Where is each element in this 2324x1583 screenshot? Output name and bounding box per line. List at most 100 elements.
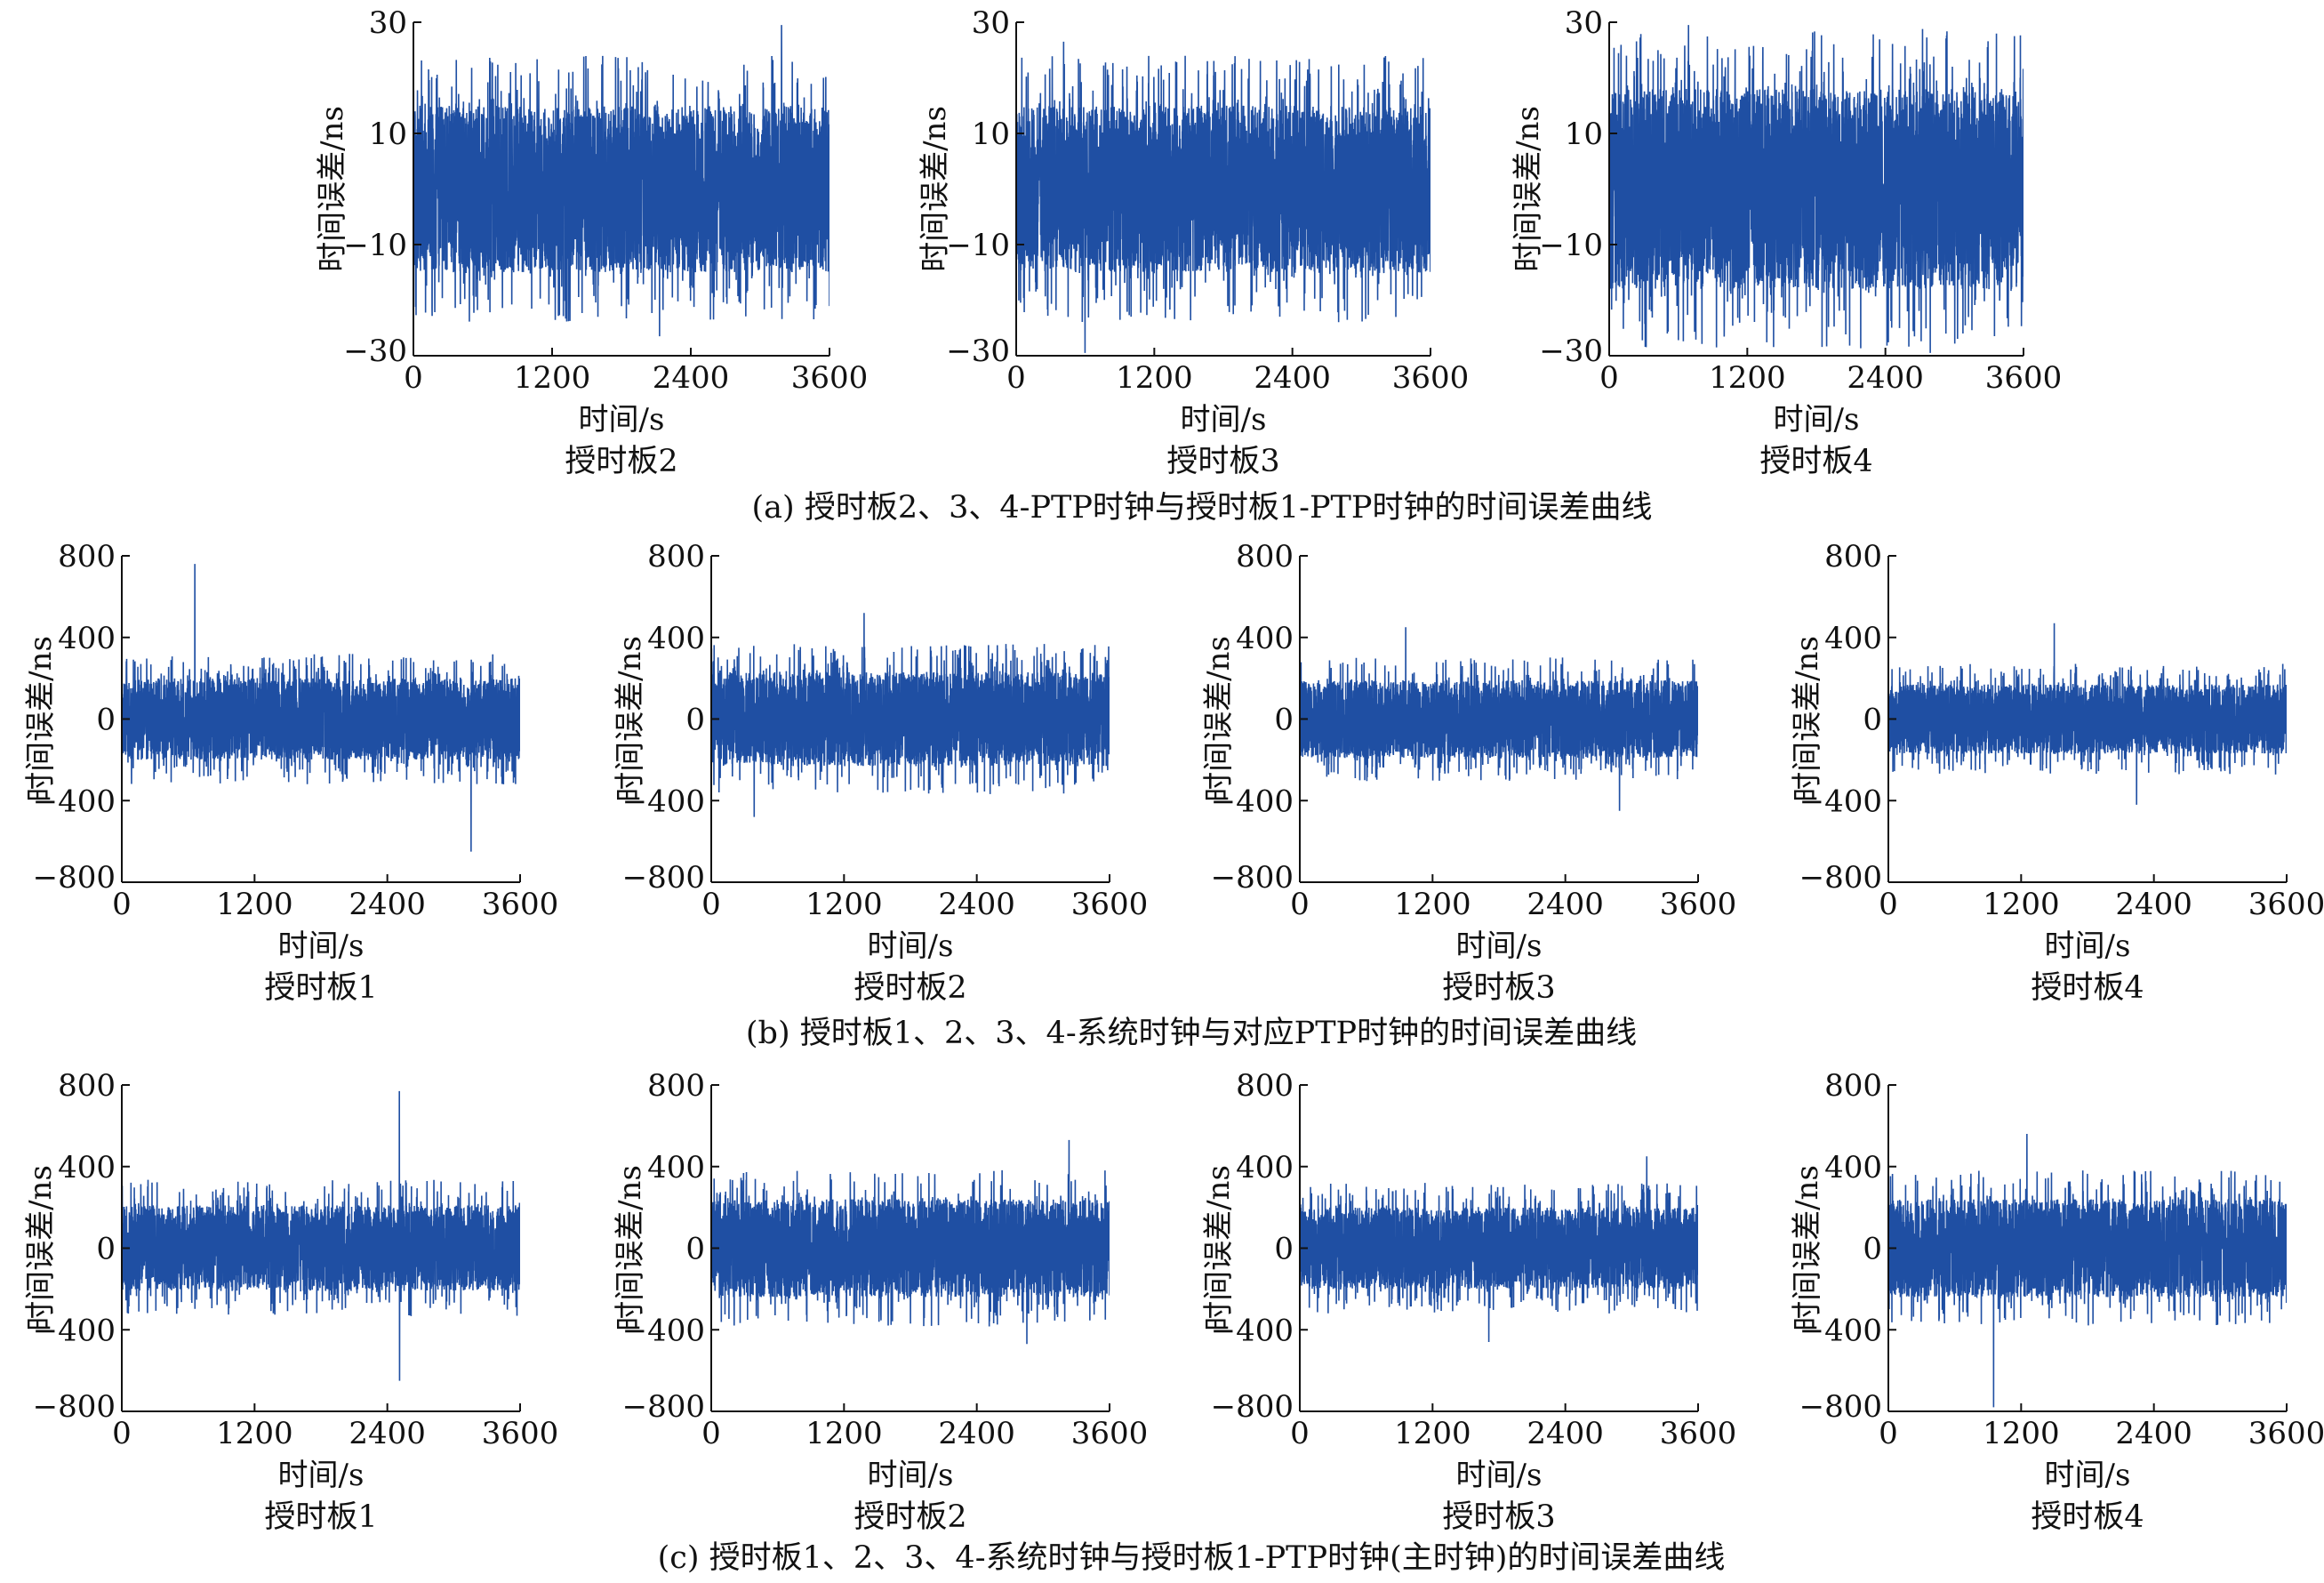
row-captions: (a) 授时板2、3、4-PTP时钟与授时板1-PTP时钟的时间误差曲线 (b)…	[658, 490, 1726, 1576]
panel-2-3-series-line	[1888, 1134, 2287, 1408]
panel-1-3-xtick-label-3: 3600	[2248, 887, 2324, 922]
row-caption-b: (b) 授时板1、2、3、4-系统时钟与对应PTP时钟的时间误差曲线	[746, 1016, 1637, 1051]
panel-0-1-ytick-label-1: −10	[946, 228, 1010, 263]
panel-0-2-ytick-label-2: 10	[1565, 117, 1603, 152]
panel-2-0-x-axis-label: 时间/s	[278, 1458, 365, 1493]
panel-1-1-title: 授时板2	[853, 970, 966, 1006]
panel-0-0-ytick-label-2: 10	[369, 117, 407, 152]
panel-1-1-xtick-label-3: 3600	[1071, 887, 1149, 922]
panel-1-2-x-axis-label: 时间/s	[1456, 928, 1543, 964]
panel-2-2-xtick-label-2: 2400	[1527, 1416, 1604, 1451]
panel-1-2-xtick-label-0: 0	[1290, 887, 1310, 922]
panel-2-2-x-axis-label: 时间/s	[1456, 1458, 1543, 1493]
panel-1-2-ytick-label-2: 0	[1274, 703, 1294, 738]
panel-1-3-ytick-label-0: −800	[1799, 860, 1882, 896]
row-caption-c: (c) 授时板1、2、3、4-系统时钟与授时板1-PTP时钟(主时钟)的时间误差…	[658, 1540, 1726, 1576]
panel-0-1-title: 授时板3	[1166, 444, 1279, 479]
panel-2-2-xtick-label-0: 0	[1290, 1416, 1310, 1451]
panel-2-0-title: 授时板1	[264, 1499, 377, 1535]
panel-0-2-y-axis-label: 时间误差/ns	[1511, 106, 1546, 272]
panel-1-0-series-line	[122, 564, 520, 852]
panel-0-0-title: 授时板2	[565, 444, 677, 479]
panel-0-2-ytick-label-1: −10	[1539, 228, 1603, 263]
panel-2-2-ytick-label-2: 0	[1274, 1232, 1294, 1267]
panel-0-1-y-axis-label: 时间误差/ns	[918, 106, 953, 272]
panel-2-0-ytick-label-2: 0	[96, 1232, 116, 1267]
panel-1-0: −800 −400 0 400 800 0 1200 2400 3600 时间/s 时间误差/ns 授…	[23, 539, 558, 1006]
panel-1-1-ytick-label-1: −400	[622, 783, 705, 819]
panel-2-2-ytick-label-4: 800	[1236, 1068, 1294, 1104]
panel-2-0-xtick-label-2: 2400	[349, 1416, 426, 1451]
panel-2-3: −800 −400 0 400 800 0 1200 2400 3600 时间/s 时间误差/ns 授…	[1790, 1068, 2324, 1535]
panel-1-2-y-axis-label: 时间误差/ns	[1201, 636, 1237, 802]
panel-0-0-xtick-label-1: 1200	[514, 360, 591, 396]
panel-1-2-xtick-label-2: 2400	[1527, 887, 1604, 922]
panel-2-2-xtick-label-3: 3600	[1660, 1416, 1737, 1451]
panel-0-2-title: 授时板4	[1759, 444, 1872, 479]
panel-2-1-ytick-label-1: −400	[622, 1313, 705, 1348]
panel-1-3-x-axis-label: 时间/s	[2045, 928, 2131, 964]
panel-2-3-ytick-label-0: −800	[1799, 1389, 1882, 1425]
panel-2-2-series-line	[1300, 1156, 1698, 1343]
panel-2-2-ytick-label-0: −800	[1211, 1389, 1294, 1425]
panel-2-2-y-axis-label: 时间误差/ns	[1201, 1165, 1237, 1331]
panel-2-1-xtick-label-0: 0	[701, 1416, 721, 1451]
panel-1-2-series-line	[1300, 627, 1698, 811]
panel-1-0-xtick-label-3: 3600	[482, 887, 559, 922]
panel-2-2-xtick-label-1: 1200	[1394, 1416, 1471, 1451]
panel-1-1-ytick-label-2: 0	[685, 703, 705, 738]
panel-2-0-xtick-label-3: 3600	[482, 1416, 559, 1451]
panel-2-3-ytick-label-4: 800	[1824, 1068, 1882, 1104]
panel-2-0-ytick-label-1: −400	[33, 1313, 116, 1348]
panel-2-2: −800 −400 0 400 800 0 1200 2400 3600 时间/s 时间误差/ns 授…	[1201, 1068, 1736, 1535]
panel-0-0: −30 −10 10 30 0 1200 2400 3600 时间/s 时间误差/ns 授时板2	[315, 5, 868, 479]
panel-0-0-ytick-label-0: −30	[343, 333, 407, 369]
panel-2-2-title: 授时板3	[1442, 1499, 1555, 1535]
panel-0-1-ytick-label-0: −30	[946, 333, 1010, 369]
panel-1-3-y-axis-label: 时间误差/ns	[1790, 636, 1825, 802]
panel-1-1-series-line	[711, 613, 1110, 817]
panel-1-3-xtick-label-0: 0	[1879, 887, 1898, 922]
panel-0-2-ytick-label-3: 30	[1565, 5, 1603, 41]
panel-1-1-ytick-label-3: 400	[647, 621, 705, 656]
panel-2-1-y-axis-label: 时间误差/ns	[613, 1165, 648, 1331]
panel-1-2-ytick-label-4: 800	[1236, 539, 1294, 575]
panel-1-3: −800 −400 0 400 800 0 1200 2400 3600 时间/s 时间误差/ns 授…	[1790, 539, 2324, 1006]
panel-1-0-ytick-label-4: 800	[58, 539, 116, 575]
row-caption-a: (a) 授时板2、3、4-PTP时钟与授时板1-PTP时钟的时间误差曲线	[752, 490, 1653, 526]
panel-2-3-ytick-label-3: 400	[1824, 1150, 1882, 1185]
panel-2-3-ytick-label-2: 0	[1863, 1232, 1882, 1267]
panel-0-2-xtick-label-3: 3600	[1985, 360, 2063, 396]
panel-1-0-ytick-label-2: 0	[96, 703, 116, 738]
panel-0-2-xtick-label-1: 1200	[1709, 360, 1786, 396]
panel-1-2-xtick-label-1: 1200	[1394, 887, 1471, 922]
panels: −30 −10 10 30 0 1200 2400 3600 时间/s 时间误差/ns 授时板2 −3…	[23, 5, 2324, 1535]
panel-2-0: −800 −400 0 400 800 0 1200 2400 3600 时间/s 时间误差/ns 授…	[23, 1068, 558, 1535]
panel-1-2-title: 授时板3	[1442, 970, 1555, 1006]
panel-2-1-ytick-label-2: 0	[685, 1232, 705, 1267]
panel-1-1-xtick-label-0: 0	[701, 887, 721, 922]
panel-1-3-xtick-label-1: 1200	[1983, 887, 2060, 922]
panel-1-3-ytick-label-4: 800	[1824, 539, 1882, 575]
panel-2-2-ytick-label-1: −400	[1211, 1313, 1294, 1348]
panel-2-1-xtick-label-2: 2400	[938, 1416, 1015, 1451]
panel-0-2-xtick-label-0: 0	[1599, 360, 1619, 396]
panel-0-0-xtick-label-2: 2400	[653, 360, 730, 396]
panel-0-0-series-line	[413, 25, 829, 337]
panel-1-1-xtick-label-1: 1200	[805, 887, 883, 922]
panel-0-2: −30 −10 10 30 0 1200 2400 3600 时间/s 时间误差/ns 授时板4	[1511, 5, 2062, 479]
panel-2-0-xtick-label-0: 0	[112, 1416, 132, 1451]
panel-1-3-ytick-label-2: 0	[1863, 703, 1882, 738]
panel-1-1: −800 −400 0 400 800 0 1200 2400 3600 时间/s 时间误差/ns 授…	[613, 539, 1148, 1006]
panel-0-2-x-axis-label: 时间/s	[1774, 402, 1860, 438]
panel-2-3-y-axis-label: 时间误差/ns	[1790, 1165, 1825, 1331]
panel-2-0-y-axis-label: 时间误差/ns	[23, 1165, 59, 1331]
panel-2-1: −800 −400 0 400 800 0 1200 2400 3600 时间/s 时间误差/ns 授…	[613, 1068, 1148, 1535]
panel-2-1-series-line	[711, 1139, 1110, 1345]
panel-1-3-series-line	[1888, 623, 2287, 805]
panel-1-3-xtick-label-2: 2400	[2115, 887, 2192, 922]
panel-1-0-xtick-label-2: 2400	[349, 887, 426, 922]
panel-0-1-xtick-label-2: 2400	[1254, 360, 1331, 396]
panel-2-0-ytick-label-4: 800	[58, 1068, 116, 1104]
